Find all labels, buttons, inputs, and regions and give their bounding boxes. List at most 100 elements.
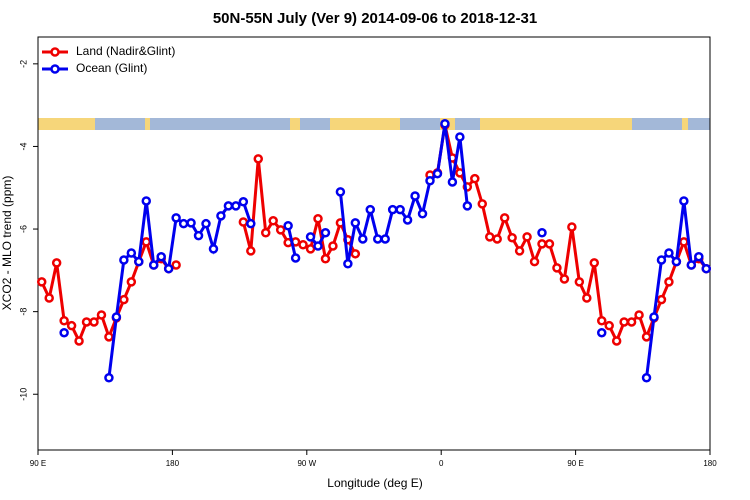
ocean-band <box>300 118 330 130</box>
data-point <box>283 220 293 231</box>
data-point <box>596 327 607 338</box>
data-point <box>596 315 607 326</box>
data-point <box>455 132 465 142</box>
data-point <box>89 317 99 327</box>
legend-swatch-point <box>50 47 60 57</box>
series-line <box>40 237 177 345</box>
data-point <box>395 204 405 215</box>
data-point <box>96 310 107 320</box>
ocean-band <box>400 118 440 130</box>
y-tick-label: -10 <box>18 388 28 401</box>
series-line <box>286 225 298 259</box>
data-point <box>223 201 234 211</box>
data-point <box>104 372 114 383</box>
data-point <box>544 239 555 249</box>
data-point <box>567 222 577 232</box>
data-point <box>238 197 249 207</box>
data-point <box>664 248 674 258</box>
data-point <box>499 213 510 223</box>
data-point <box>335 187 346 197</box>
data-point <box>694 251 704 262</box>
x-tick-label: 180 <box>703 459 717 468</box>
map-strip <box>38 118 710 130</box>
data-point <box>574 277 585 287</box>
data-point <box>425 175 435 186</box>
data-point <box>529 256 540 267</box>
data-point <box>350 249 361 259</box>
data-point <box>365 204 376 215</box>
data-point <box>275 225 286 235</box>
data-point <box>634 310 644 320</box>
data-point <box>410 191 420 201</box>
data-point <box>231 201 241 211</box>
data-point <box>664 277 674 287</box>
data-point <box>81 317 92 327</box>
data-point <box>582 293 592 303</box>
ocean-band <box>150 118 290 130</box>
data-point <box>246 246 256 256</box>
data-point <box>74 336 84 346</box>
data-point <box>193 230 204 241</box>
data-point <box>641 372 652 383</box>
data-point <box>126 248 137 258</box>
data-point <box>148 260 159 270</box>
y-tick-label: -8 <box>18 308 28 316</box>
data-point <box>171 260 181 270</box>
data-point <box>313 213 323 224</box>
data-point <box>611 336 622 346</box>
data-point <box>686 260 697 270</box>
data-point <box>350 218 361 228</box>
data-point <box>372 234 383 244</box>
x-tick-label: 180 <box>166 459 180 468</box>
data-point <box>178 218 189 229</box>
data-point <box>522 232 532 242</box>
x-tick-label: 0 <box>439 459 444 468</box>
x-axis-label: Longitude (deg E) <box>327 476 422 490</box>
series-line <box>645 200 708 378</box>
data-point <box>432 168 443 179</box>
data-point <box>537 239 547 249</box>
data-point <box>141 237 152 247</box>
data-point <box>36 277 47 287</box>
data-point <box>119 255 129 265</box>
data-point <box>44 293 54 303</box>
data-point <box>163 263 174 274</box>
data-point <box>679 196 689 206</box>
data-point <box>380 234 390 244</box>
plot-frame <box>37 36 711 451</box>
data-point <box>559 274 570 284</box>
series-line <box>338 123 469 265</box>
data-point <box>253 154 264 164</box>
data-point <box>208 244 219 254</box>
ocean-band <box>632 118 682 130</box>
chart-title: 50N-55N July (Ver 9) 2014-09-06 to 2018-… <box>213 10 537 27</box>
data-point <box>201 218 211 229</box>
data-point <box>656 294 667 305</box>
y-tick-label: -6 <box>18 225 28 233</box>
data-point <box>171 213 181 223</box>
data-point <box>141 196 152 206</box>
data-point <box>186 218 196 228</box>
data-point <box>320 254 331 264</box>
data-point <box>470 173 480 184</box>
data-point <box>298 239 308 250</box>
ocean-band <box>688 118 710 130</box>
data-point <box>447 177 458 187</box>
legend-swatch-point <box>50 64 60 74</box>
data-point <box>111 312 122 322</box>
data-point <box>104 332 114 342</box>
data-point <box>656 255 667 265</box>
y-axis-label: XCO2 - MLO trend (ppm) <box>0 176 14 311</box>
data-point <box>589 258 600 268</box>
data-point <box>492 234 502 244</box>
y-tick-label: -2 <box>18 60 28 68</box>
x-tick-label: 90 E <box>30 459 46 468</box>
data-point <box>641 332 652 342</box>
y-tick-label: -4 <box>18 142 28 150</box>
data-point <box>134 256 144 267</box>
legend-label: Land (Nadir&Glint) <box>76 44 175 58</box>
data-point <box>514 246 525 256</box>
data-point <box>313 241 323 251</box>
data-point <box>604 320 614 331</box>
